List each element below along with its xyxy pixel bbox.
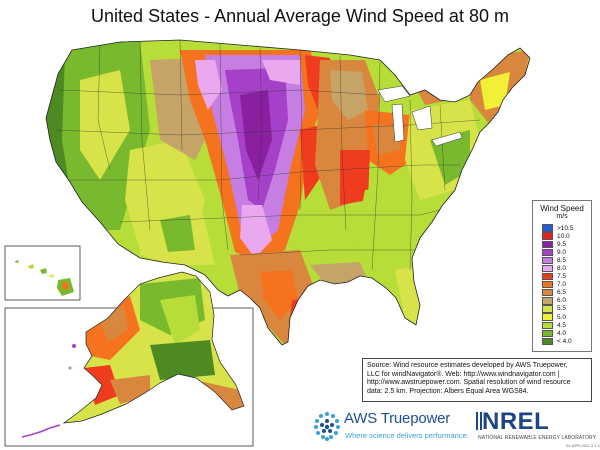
aws-truepower-tagline: Where science delivers performance. (345, 431, 469, 440)
legend-item: 5.5 (542, 305, 591, 313)
legend-swatch (542, 256, 553, 265)
legend-swatch (542, 264, 553, 273)
alaska-inset (4, 271, 254, 447)
legend-unit: m/s (556, 213, 568, 220)
legend-item: 9.5 (542, 240, 591, 248)
lake-huron (411, 105, 433, 131)
legend-label: 4.0 (557, 329, 567, 337)
legend-item: >10.5 (542, 224, 591, 232)
contiguous-us-map (45, 39, 531, 346)
legend-label: 10.0 (557, 232, 570, 240)
legend-label: 5.5 (557, 305, 567, 313)
legend-item: 4.0 (542, 329, 591, 337)
legend-label: 9.5 (557, 240, 567, 248)
legend-swatch (542, 248, 553, 256)
legend-item: 6.0 (542, 297, 591, 305)
wind-speed-legend: Wind Speed m/s >10.5 10.0 9.5 9.0 8.5 8.0 7.5 7… (532, 200, 592, 352)
legend-title: Wind Speed (540, 204, 584, 213)
legend-label: 8.0 (557, 265, 567, 273)
lake-superior (377, 85, 411, 103)
legend-swatch (542, 272, 553, 281)
legend-label: 7.5 (557, 273, 567, 281)
legend-item: 7.0 (542, 281, 591, 289)
legend-item: 8.5 (542, 256, 591, 265)
legend-item: 8.0 (542, 264, 591, 273)
legend-label: 9.0 (557, 248, 567, 256)
legend-label: 8.5 (557, 256, 567, 264)
version-note: 01-APR-2011 2.1.1 (566, 443, 600, 448)
legend-swatch (542, 321, 553, 329)
legend-swatch (542, 240, 553, 248)
legend-swatch (542, 289, 553, 297)
source-line-4: data: 2.5 km. Projection: Albers Equal A… (367, 387, 529, 395)
nrel-subtitle: NATIONAL RENEWABLE ENERGY LABORATORY (478, 435, 597, 441)
lake-erie (431, 131, 463, 147)
aws-truepower-logo-icon (314, 412, 340, 441)
nrel-bars-icon (476, 412, 482, 430)
legend-label: 6.0 (557, 297, 567, 305)
legend-item: 9.0 (542, 248, 591, 256)
legend-label: 5.0 (557, 313, 567, 321)
legend-rows: >10.5 10.0 9.5 9.0 8.5 8.0 7.5 7.0 6.5 6.0 5.5 5.0 4… (533, 224, 591, 345)
legend-swatch (542, 297, 553, 305)
nrel-logo: NREL (482, 408, 550, 435)
legend-swatch (542, 329, 553, 337)
map-title: United States - Annual Average Wind Spee… (91, 6, 509, 26)
legend-item: 10.0 (542, 232, 591, 240)
legend-label: 7.0 (557, 281, 567, 289)
source-line-1: Source: Wind resource estimates develope… (367, 362, 568, 369)
source-line-3: http://www.awstruepower.com. Spatial res… (367, 379, 571, 386)
legend-label: 4.5 (557, 321, 567, 329)
legend-item: 7.5 (542, 272, 591, 281)
legend-label: 6.5 (557, 289, 567, 297)
source-line-2: LLC for windNavigator®. Web: http://www.… (367, 370, 560, 378)
legend-swatch (542, 305, 553, 313)
hawaii-inset (4, 245, 81, 301)
legend-item: 5.0 (542, 313, 591, 321)
legend-swatch (542, 232, 553, 240)
lake-michigan (391, 103, 405, 143)
legend-item: 6.5 (542, 289, 591, 297)
legend-label: < 4.0 (557, 337, 572, 345)
legend-item: < 4.0 (542, 337, 591, 345)
legend-item: 4.5 (542, 321, 591, 329)
legend-swatch (542, 313, 553, 321)
legend-swatch (542, 224, 553, 232)
aws-truepower-name: AWS Truepower (344, 410, 451, 427)
source-note: Source: Wind resource estimates develope… (362, 358, 592, 402)
legend-swatch (542, 281, 553, 289)
legend-swatch (542, 337, 553, 345)
legend-label: >10.5 (557, 224, 574, 232)
